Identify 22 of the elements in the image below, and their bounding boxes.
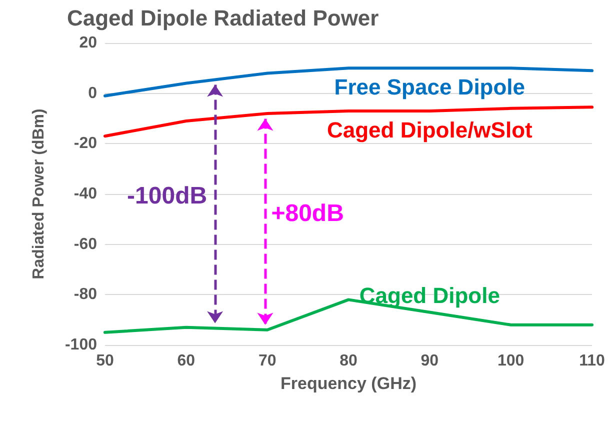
y-tick-label: -100 bbox=[64, 336, 98, 354]
annotation: +80dB bbox=[271, 200, 344, 228]
y-tick-label: 0 bbox=[88, 84, 98, 102]
series-label: Free Space Dipole bbox=[334, 74, 526, 100]
y-tick-label: -60 bbox=[74, 236, 98, 253]
annotation: -100dB bbox=[127, 182, 208, 210]
series-label: Caged Dipole/wSlot bbox=[326, 117, 534, 142]
y-axis-title: Radiated Power (dBm) bbox=[30, 108, 48, 280]
y-tick-label: -80 bbox=[74, 286, 98, 304]
x-tick-label: 50 bbox=[96, 352, 114, 370]
chart-title: Caged Dipole Radiated Power bbox=[67, 6, 380, 30]
x-tick-label: 60 bbox=[177, 352, 196, 370]
x-tick-label: 90 bbox=[420, 352, 439, 370]
x-axis-title: Frequency (GHz) bbox=[280, 374, 417, 393]
line-series bbox=[104, 66, 594, 98]
x-tick-label: 80 bbox=[340, 352, 358, 370]
x-tick-label: 110 bbox=[579, 352, 606, 370]
y-tick-label: -20 bbox=[74, 135, 98, 152]
x-tick-label: 70 bbox=[258, 352, 276, 370]
y-tick-label: -40 bbox=[74, 186, 98, 202]
x-tick-label: 100 bbox=[497, 352, 524, 370]
y-tick-label: 20 bbox=[79, 34, 98, 52]
